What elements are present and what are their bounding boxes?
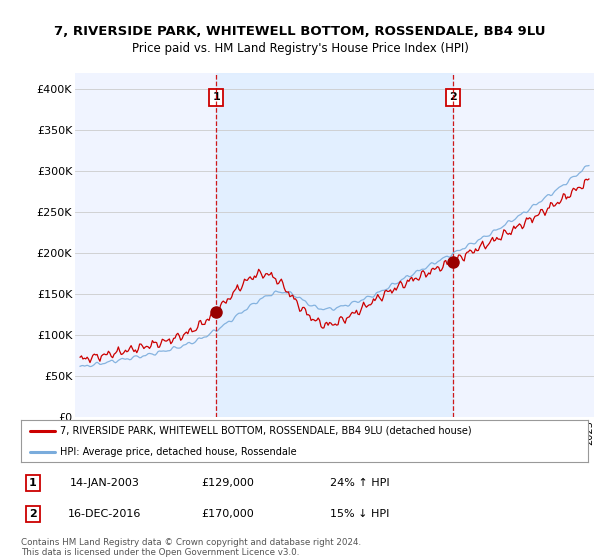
Text: 2: 2 — [449, 92, 457, 102]
Text: HPI: Average price, detached house, Rossendale: HPI: Average price, detached house, Ross… — [59, 447, 296, 457]
Text: Price paid vs. HM Land Registry's House Price Index (HPI): Price paid vs. HM Land Registry's House … — [131, 41, 469, 55]
Text: 1: 1 — [29, 478, 37, 488]
Text: 24% ↑ HPI: 24% ↑ HPI — [330, 478, 390, 488]
Text: £129,000: £129,000 — [202, 478, 254, 488]
Text: 16-DEC-2016: 16-DEC-2016 — [68, 509, 142, 519]
Text: 2: 2 — [29, 509, 37, 519]
Bar — [217, 73, 452, 417]
Text: 14-JAN-2003: 14-JAN-2003 — [70, 478, 140, 488]
Text: 7, RIVERSIDE PARK, WHITEWELL BOTTOM, ROSSENDALE, BB4 9LU (detached house): 7, RIVERSIDE PARK, WHITEWELL BOTTOM, ROS… — [59, 426, 471, 436]
Text: 15% ↓ HPI: 15% ↓ HPI — [331, 509, 389, 519]
Text: £170,000: £170,000 — [202, 509, 254, 519]
Text: Contains HM Land Registry data © Crown copyright and database right 2024.
This d: Contains HM Land Registry data © Crown c… — [21, 538, 361, 557]
Text: 7, RIVERSIDE PARK, WHITEWELL BOTTOM, ROSSENDALE, BB4 9LU: 7, RIVERSIDE PARK, WHITEWELL BOTTOM, ROS… — [54, 25, 546, 39]
Text: 1: 1 — [212, 92, 220, 102]
